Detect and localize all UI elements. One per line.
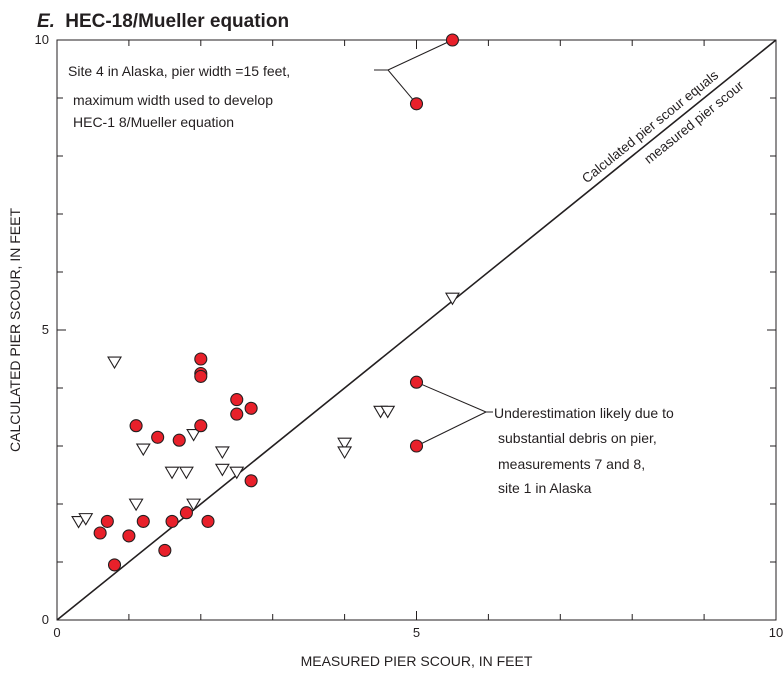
annotation-text-debris: site 1 in Alaska — [498, 480, 592, 496]
y-axis-label: CALCULATED PIER SCOUR, IN FEET — [7, 208, 23, 452]
circle-point — [409, 439, 424, 453]
circle-point — [179, 506, 193, 520]
circle-point — [201, 514, 215, 528]
annotation-text-debris: Underestimation likely due to — [494, 405, 674, 421]
axis-tick-labels: 0 5 10 0 5 10 — [35, 32, 784, 640]
circle-point — [409, 375, 424, 389]
circle-point — [122, 529, 136, 543]
triangle-point — [135, 443, 151, 457]
triangle-series — [71, 292, 460, 529]
circle-point — [194, 369, 208, 383]
circle-point — [194, 352, 208, 366]
annotation-text-debris: measurements 7 and 8, — [498, 456, 645, 472]
annotation-text-site4: maximum width used to develop — [73, 92, 273, 108]
circle-point — [244, 474, 258, 488]
triangle-point — [107, 356, 122, 370]
circle-point — [158, 543, 172, 557]
circle-point — [445, 33, 460, 47]
chart-title: E. HEC-18/Mueller equation — [37, 11, 289, 32]
triangle-point — [71, 515, 87, 529]
circle-point — [151, 430, 165, 444]
y-tick-label: 10 — [35, 32, 49, 47]
triangle-point — [178, 466, 194, 480]
triangle-point — [164, 466, 180, 480]
circle-point — [136, 514, 150, 528]
circle-point — [194, 419, 208, 433]
circle-point — [230, 407, 244, 421]
circle-series — [93, 33, 460, 572]
circle-point — [172, 433, 186, 447]
leader-line — [416, 381, 487, 413]
annotation-text-site4: Site 4 in Alaska, pier width =15 feet, — [68, 63, 290, 79]
chart-title-text: HEC-18/Mueller equation — [65, 11, 289, 32]
triangle-point — [78, 513, 94, 526]
circle-point — [230, 393, 244, 407]
circle-point — [107, 558, 122, 572]
leader-line — [387, 39, 453, 71]
circle-point — [244, 401, 258, 415]
triangle-point — [380, 405, 396, 419]
annotation-notes: Site 4 in Alaska, pier width =15 feet, ma… — [68, 63, 674, 496]
triangle-point — [337, 446, 353, 460]
circle-point — [129, 419, 143, 433]
annotation-text-debris: substantial debris on pier, — [498, 430, 657, 446]
triangle-point — [186, 428, 202, 442]
triangle-point — [186, 498, 202, 512]
triangle-point — [128, 498, 144, 512]
annotation-leaders — [374, 39, 493, 447]
triangle-point — [444, 292, 460, 306]
annotation-text-site4: HEC-1 8/Mueller equation — [73, 114, 234, 130]
x-axis-label: MEASURED PIER SCOUR, IN FEET — [301, 653, 533, 669]
y-tick-label: 0 — [42, 612, 49, 627]
y-tick-label: 5 — [42, 322, 49, 337]
axis-ticks — [56, 39, 777, 621]
circle-point — [93, 526, 107, 540]
circle-point — [409, 97, 424, 111]
leader-line — [416, 411, 487, 447]
x-tick-label: 5 — [413, 625, 420, 640]
circle-point — [100, 514, 114, 528]
triangle-point — [229, 466, 245, 480]
triangle-point — [214, 446, 230, 460]
leader-line — [387, 69, 417, 105]
x-tick-label: 0 — [53, 625, 60, 640]
x-tick-label: 10 — [769, 625, 783, 640]
triangle-point — [337, 437, 353, 451]
circle-point — [165, 514, 179, 528]
triangle-point — [214, 463, 230, 477]
chart-title-letter: E. — [37, 11, 55, 32]
